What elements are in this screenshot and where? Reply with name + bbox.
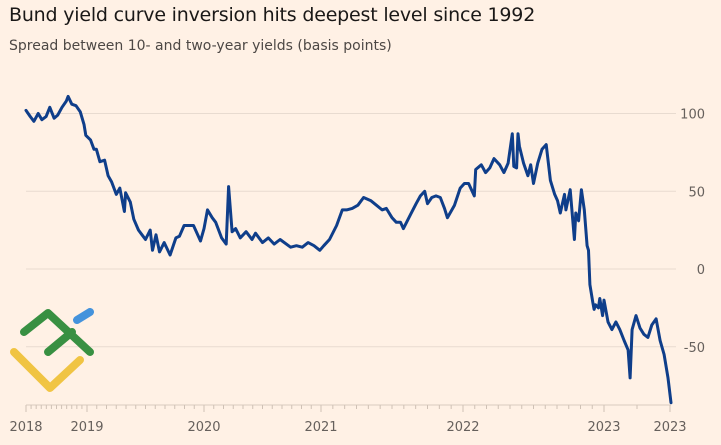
x-tick-label: 2022 <box>446 420 479 435</box>
y-tick-label: -50 <box>684 341 705 356</box>
logo-green-stroke <box>20 309 94 356</box>
logo-watermark <box>10 308 94 392</box>
x-tick-label: 2021 <box>304 420 337 435</box>
logo-yellow-stroke <box>10 348 84 392</box>
chart-title: Bund yield curve inversion hits deepest … <box>9 4 536 26</box>
x-axis: 2018 2019 2020 2021 2022 2023 2023 <box>9 404 687 435</box>
chart-subtitle: Spread between 10- and two-year yields (… <box>9 38 392 54</box>
logo-blue-stroke <box>73 308 94 324</box>
x-tick-label: 2020 <box>187 420 220 435</box>
logo-green-stroke-2 <box>44 328 76 356</box>
y-tick-label: 100 <box>680 108 705 123</box>
x-tick-label: 2019 <box>70 420 103 435</box>
y-axis: 100 50 0 -50 <box>680 108 705 356</box>
series-line-bund-spread <box>24 94 673 405</box>
gridlines <box>26 113 676 348</box>
x-tick-label: 2023 <box>653 420 686 435</box>
x-tick-label: 2018 <box>9 420 42 435</box>
x-tick-label: 2023 <box>587 420 620 435</box>
y-tick-label: 50 <box>688 185 705 200</box>
y-tick-label: 0 <box>697 263 705 278</box>
